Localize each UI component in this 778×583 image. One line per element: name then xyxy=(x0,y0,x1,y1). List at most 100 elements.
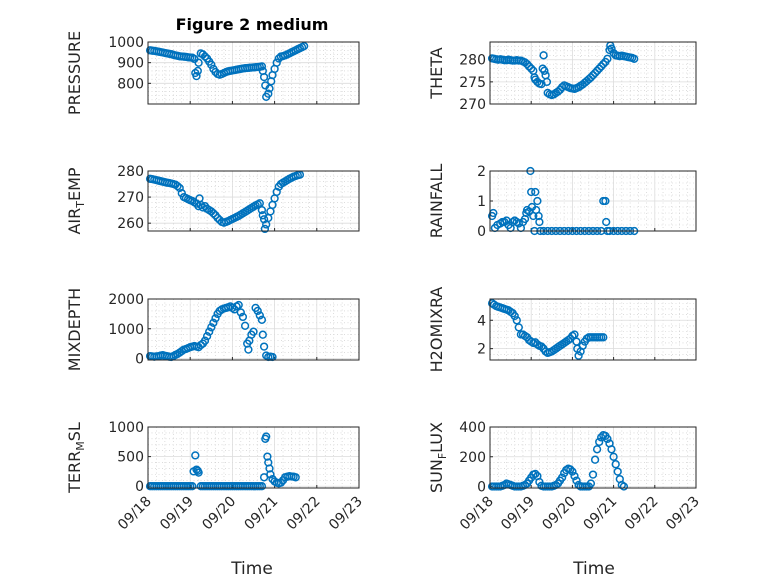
data-point xyxy=(570,471,579,481)
data-point xyxy=(609,452,618,461)
x-tick-label: 09/19 xyxy=(498,494,538,534)
data-point xyxy=(531,469,540,479)
data-point xyxy=(514,323,523,332)
data-point xyxy=(259,342,269,351)
series-sun_flux xyxy=(487,431,629,491)
data-point xyxy=(257,482,267,491)
y-tick-label: 400 xyxy=(459,420,486,436)
data-point xyxy=(535,217,544,227)
x-tick-label: 09/22 xyxy=(622,494,662,534)
axes-frame xyxy=(147,426,360,489)
y-tick-label: 1000 xyxy=(108,35,144,51)
data-point xyxy=(522,59,532,69)
data-point xyxy=(572,476,581,485)
data-point xyxy=(255,311,264,320)
data-point xyxy=(630,54,639,63)
subplot-sun_flux: 0 200 400 SUNFLUX 09/18 09/19 09/20 09/21 09/22 0… xyxy=(427,420,703,533)
data-point xyxy=(607,445,616,454)
data-point xyxy=(262,432,271,441)
data-point xyxy=(527,64,536,73)
data-point xyxy=(265,464,274,473)
data-point xyxy=(175,183,184,193)
data-point xyxy=(190,54,199,64)
y-tick-label: 270 xyxy=(117,190,144,206)
y-axis-label: RAINFALL xyxy=(427,164,446,239)
data-point xyxy=(531,187,540,197)
data-point xyxy=(236,308,245,317)
data-point xyxy=(260,224,270,234)
data-point xyxy=(249,327,258,336)
data-point xyxy=(590,68,600,78)
data-point xyxy=(595,64,604,73)
data-point xyxy=(611,460,620,469)
y-tick-label: 270 xyxy=(459,97,486,113)
y-tick-label: 2000 xyxy=(108,292,144,308)
data-point xyxy=(209,318,218,327)
data-point xyxy=(588,71,598,80)
data-point xyxy=(592,66,602,75)
data-point xyxy=(524,62,534,71)
data-point xyxy=(613,467,622,476)
y-tick-label: 500 xyxy=(117,450,144,466)
y-axis-label: AIRTEMP xyxy=(65,167,87,234)
data-point xyxy=(276,478,286,487)
data-point xyxy=(602,217,611,227)
data-point xyxy=(570,330,579,339)
data-point xyxy=(586,73,596,82)
data-point xyxy=(207,323,216,332)
data-point xyxy=(603,434,612,444)
data-point xyxy=(539,51,548,60)
data-point xyxy=(191,451,200,460)
data-point xyxy=(272,58,281,67)
data-point xyxy=(299,41,309,51)
x-tick-label: 09/22 xyxy=(284,494,324,534)
y-tick-label: 0 xyxy=(477,480,486,496)
data-point xyxy=(566,465,575,474)
data-point xyxy=(512,316,521,325)
data-point xyxy=(238,312,248,322)
data-point xyxy=(209,209,218,218)
x-tick-label: 09/18 xyxy=(457,494,497,534)
data-point xyxy=(586,479,596,488)
y-axis-label: TERRMSL xyxy=(65,422,87,494)
subplot-air_temp: 260 270 280 AIRTEMP xyxy=(65,164,360,235)
x-tick-label: 09/20 xyxy=(199,494,239,534)
data-point xyxy=(202,332,212,341)
y-tick-label: 2 xyxy=(477,164,486,180)
x-tick-label: 09/21 xyxy=(581,494,621,534)
axes-frame xyxy=(489,298,697,361)
data-point xyxy=(537,342,546,351)
x-tick-label: 09/20 xyxy=(539,494,579,534)
y-axis-label: PRESSURE xyxy=(65,31,84,115)
data-point xyxy=(527,187,536,197)
subplot-mixdepth: 0 1000 2000 MIXDEPTH xyxy=(65,288,360,371)
data-point xyxy=(274,54,283,63)
data-point xyxy=(173,181,182,191)
y-axis-label: MIXDEPTH xyxy=(65,288,84,371)
series-theta xyxy=(487,41,639,100)
data-point xyxy=(578,341,587,350)
axes-frame xyxy=(147,298,360,361)
y-axis-label: H2OMIXRA xyxy=(427,287,446,373)
axes-frame xyxy=(489,41,697,105)
subplot-h2omixra: 2 4 H2OMIXRA xyxy=(427,287,697,373)
data-point xyxy=(599,333,608,342)
y-tick-label: 0 xyxy=(477,224,486,240)
data-point xyxy=(263,452,272,461)
data-point xyxy=(553,87,563,96)
y-tick-label: 275 xyxy=(459,75,486,91)
data-point xyxy=(590,455,600,464)
y-tick-label: 260 xyxy=(117,216,144,232)
data-point xyxy=(211,314,220,323)
data-point xyxy=(538,64,547,73)
data-point xyxy=(510,311,519,321)
data-point xyxy=(272,187,281,197)
data-point xyxy=(568,467,577,476)
data-point xyxy=(619,482,629,491)
axes-frame xyxy=(489,170,697,232)
figure-title: Figure 2 medium xyxy=(176,15,329,34)
data-point xyxy=(603,54,612,63)
y-tick-label: 900 xyxy=(117,56,144,72)
